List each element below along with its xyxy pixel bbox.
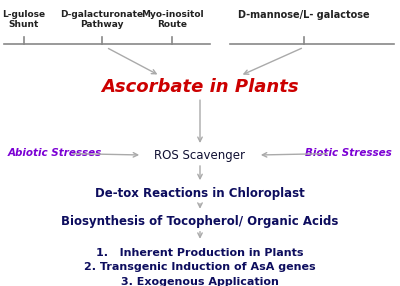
Text: Biosynthesis of Tocopherol/ Organic Acids: Biosynthesis of Tocopherol/ Organic Acid… (61, 215, 339, 228)
Text: Ascorbate in Plants: Ascorbate in Plants (101, 78, 299, 96)
Text: Myo-inositol
Route: Myo-inositol Route (141, 10, 203, 29)
Text: De-tox Reactions in Chloroplast: De-tox Reactions in Chloroplast (95, 186, 305, 200)
Text: ROS Scavenger: ROS Scavenger (154, 149, 246, 162)
Text: D-mannose/L- galactose: D-mannose/L- galactose (238, 10, 370, 20)
Text: Abiotic Stresses: Abiotic Stresses (8, 148, 102, 158)
Text: 2. Transgenic Induction of AsA genes: 2. Transgenic Induction of AsA genes (84, 263, 316, 272)
Text: 3. Exogenous Application: 3. Exogenous Application (121, 277, 279, 286)
Text: L-gulose
Shunt: L-gulose Shunt (2, 10, 46, 29)
Text: 1.   Inherent Production in Plants: 1. Inherent Production in Plants (96, 248, 304, 258)
Text: Biotic Stresses: Biotic Stresses (305, 148, 392, 158)
Text: D-galacturonate
Pathway: D-galacturonate Pathway (60, 10, 144, 29)
